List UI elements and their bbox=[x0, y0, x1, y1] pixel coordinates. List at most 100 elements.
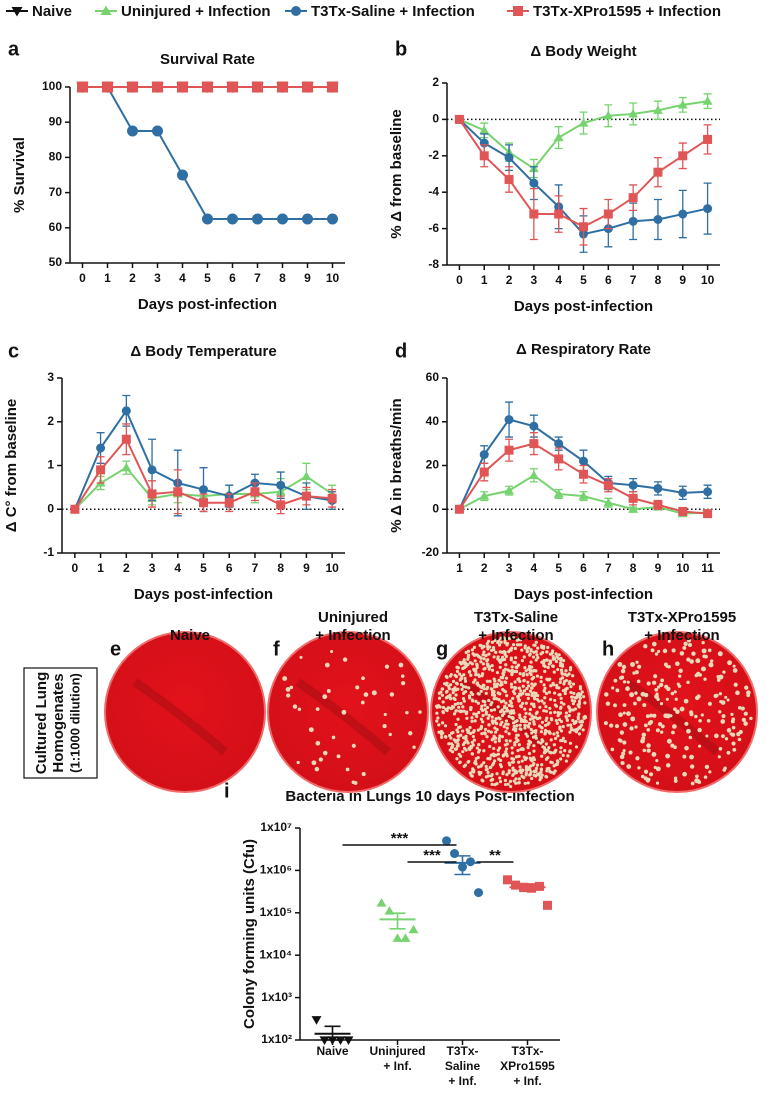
colony bbox=[532, 643, 536, 647]
colony bbox=[472, 680, 476, 684]
data-point bbox=[327, 493, 337, 503]
colony bbox=[490, 664, 494, 668]
data-point bbox=[147, 465, 157, 475]
colony bbox=[509, 711, 513, 715]
colony bbox=[469, 773, 473, 778]
colony bbox=[473, 719, 477, 723]
y-axis-label: % Δ from baseline bbox=[388, 109, 405, 238]
colony bbox=[675, 661, 680, 667]
colony bbox=[532, 722, 536, 726]
colony bbox=[641, 732, 647, 738]
colony bbox=[477, 710, 481, 715]
colony bbox=[548, 706, 552, 711]
colony bbox=[486, 716, 490, 720]
y-tick-label: 50 bbox=[49, 255, 63, 269]
colony bbox=[717, 651, 723, 657]
colony bbox=[308, 727, 314, 733]
colony bbox=[322, 750, 328, 756]
colony bbox=[470, 648, 474, 652]
colony bbox=[462, 666, 466, 670]
y-tick-label: 0 bbox=[47, 501, 54, 515]
colony bbox=[510, 704, 514, 708]
colony bbox=[436, 716, 440, 720]
colony bbox=[496, 705, 500, 709]
colony bbox=[689, 712, 694, 717]
colony bbox=[492, 648, 496, 652]
colony bbox=[673, 779, 678, 783]
colony bbox=[513, 768, 517, 773]
colony bbox=[645, 714, 650, 719]
colony bbox=[450, 706, 454, 710]
colony bbox=[559, 729, 564, 733]
colony bbox=[572, 728, 576, 732]
colony bbox=[512, 660, 516, 664]
colony bbox=[437, 691, 441, 695]
plate-title: T3Tx-Saline bbox=[474, 609, 558, 626]
colony bbox=[551, 681, 555, 685]
data-point bbox=[77, 81, 88, 93]
data-point bbox=[703, 509, 713, 519]
colony bbox=[468, 696, 472, 700]
colony bbox=[549, 684, 553, 688]
colony bbox=[737, 737, 742, 742]
data-point bbox=[479, 467, 489, 477]
colony bbox=[640, 774, 645, 779]
chart-title: Δ Body Temperature bbox=[130, 343, 276, 360]
colony bbox=[471, 692, 475, 697]
x-tick-label: 4 bbox=[531, 561, 538, 575]
colony bbox=[633, 701, 637, 706]
colony bbox=[663, 713, 669, 719]
colony bbox=[470, 740, 474, 744]
panel-letter: h bbox=[602, 638, 614, 660]
data-point bbox=[554, 439, 564, 449]
colony bbox=[544, 709, 548, 713]
colony bbox=[542, 746, 546, 750]
colony bbox=[518, 723, 522, 727]
data-point bbox=[96, 465, 106, 475]
y-axis-label: % Δ in breaths/min bbox=[388, 398, 405, 532]
colony bbox=[664, 684, 669, 689]
colony bbox=[733, 682, 738, 687]
colony bbox=[518, 713, 522, 717]
colony bbox=[447, 687, 451, 691]
colony bbox=[447, 684, 451, 688]
colony bbox=[481, 708, 485, 713]
data-point bbox=[202, 213, 213, 225]
x-tick-label: 4 bbox=[174, 561, 181, 575]
x-tick-label: 3 bbox=[154, 271, 161, 285]
colony bbox=[655, 781, 660, 785]
colony bbox=[554, 718, 558, 723]
colony bbox=[731, 741, 736, 746]
colony bbox=[527, 664, 532, 669]
colony bbox=[524, 771, 528, 775]
legend-marker bbox=[513, 6, 523, 16]
colony bbox=[493, 679, 497, 683]
colony bbox=[468, 661, 472, 665]
y-tick-label: 2 bbox=[432, 75, 439, 89]
colony bbox=[508, 669, 512, 673]
data-point bbox=[479, 491, 490, 500]
colony bbox=[679, 651, 685, 656]
data-point bbox=[152, 125, 163, 137]
colony bbox=[389, 692, 395, 697]
colony bbox=[453, 686, 457, 690]
data-point bbox=[678, 506, 688, 516]
colony bbox=[451, 690, 455, 695]
y-tick-label: 1x10³ bbox=[261, 990, 292, 1004]
colony bbox=[653, 674, 658, 679]
colony bbox=[486, 639, 491, 643]
colony bbox=[694, 714, 698, 719]
colony bbox=[471, 767, 475, 771]
colony bbox=[326, 688, 331, 693]
colony bbox=[654, 694, 659, 699]
colony bbox=[511, 773, 515, 778]
colony bbox=[540, 726, 544, 730]
colony bbox=[351, 780, 356, 784]
colony bbox=[482, 650, 486, 654]
colony bbox=[721, 714, 726, 719]
data-point bbox=[224, 498, 234, 508]
data-point bbox=[252, 213, 263, 225]
colony bbox=[546, 748, 550, 752]
x-tick-label: 6 bbox=[226, 561, 233, 575]
colony bbox=[485, 659, 489, 663]
